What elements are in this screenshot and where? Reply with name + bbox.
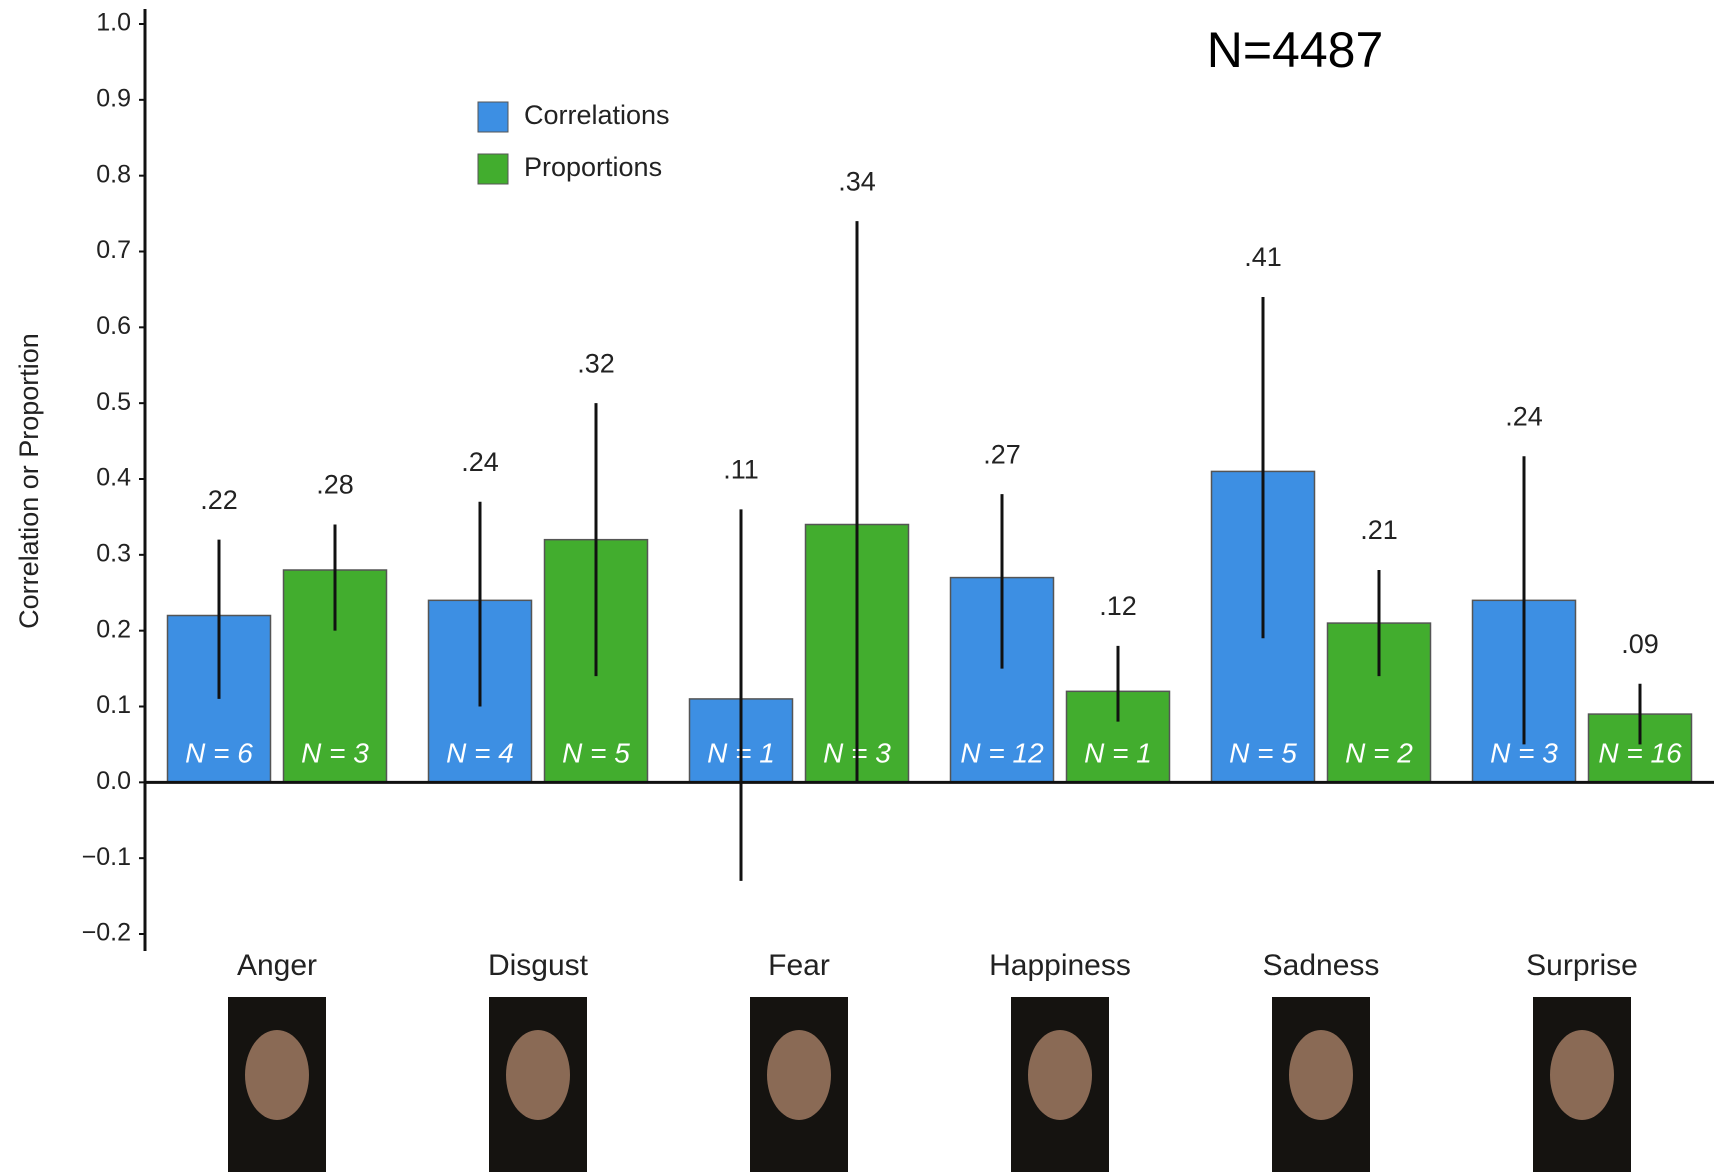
y-tick-label: 0.4 [96,464,131,492]
value-label: .41 [1244,242,1282,272]
y-tick-label: 0.6 [96,312,131,340]
value-label: .34 [838,166,876,196]
y-tick-label: 1.0 [96,9,131,37]
face [506,1030,570,1120]
y-tick-label: 0.2 [96,615,131,643]
n-label: N = 1 [1084,737,1152,768]
y-tick-label: 0.9 [96,84,131,112]
y-tick-label: 0.7 [96,236,131,264]
n-label: N = 2 [1345,737,1413,768]
value-label: .11 [723,454,759,484]
n-label: N = 5 [562,737,630,768]
n-label: N = 12 [960,737,1044,768]
value-label: .12 [1099,591,1137,621]
value-label: .21 [1360,515,1398,545]
y-tick-label: 0.1 [96,691,131,719]
x-tick-label: Anger [237,949,317,982]
y-tick-label: −0.1 [82,843,131,871]
value-label: .09 [1621,629,1659,659]
legend-label: Proportions [524,152,662,182]
n-label: N = 6 [185,737,253,768]
n-label: N = 3 [301,737,369,768]
face [245,1030,309,1120]
value-label: .32 [577,348,615,378]
value-label: .27 [983,439,1021,469]
legend-label: Correlations [524,100,670,130]
value-label: .22 [200,485,238,515]
value-label: .28 [316,470,354,500]
face [1028,1030,1092,1120]
face [1289,1030,1353,1120]
face [1550,1030,1614,1120]
bar [1065,690,1171,784]
n-label: N = 5 [1229,737,1297,768]
value-label: .24 [461,447,499,477]
x-tick-label: Happiness [989,949,1131,982]
n-label: N = 4 [446,737,514,768]
y-tick-label: 0.8 [96,160,131,188]
y-tick-label: −0.2 [82,919,131,947]
face [767,1030,831,1120]
annotation: N=4487 [1207,22,1384,78]
legend-swatch [477,101,509,133]
value-label: .24 [1505,401,1543,431]
y-tick-label: 0.5 [96,388,131,416]
x-tick-label: Fear [768,949,830,982]
x-tick-label: Disgust [488,949,589,982]
x-tick-label: Surprise [1526,949,1638,982]
y-tick-label: 0.3 [96,539,131,567]
legend-swatch [477,153,509,185]
x-tick-label: Sadness [1263,949,1380,982]
y-tick-label: 0.0 [96,767,131,795]
y-axis-label: Correlation or Proportion [14,333,44,629]
